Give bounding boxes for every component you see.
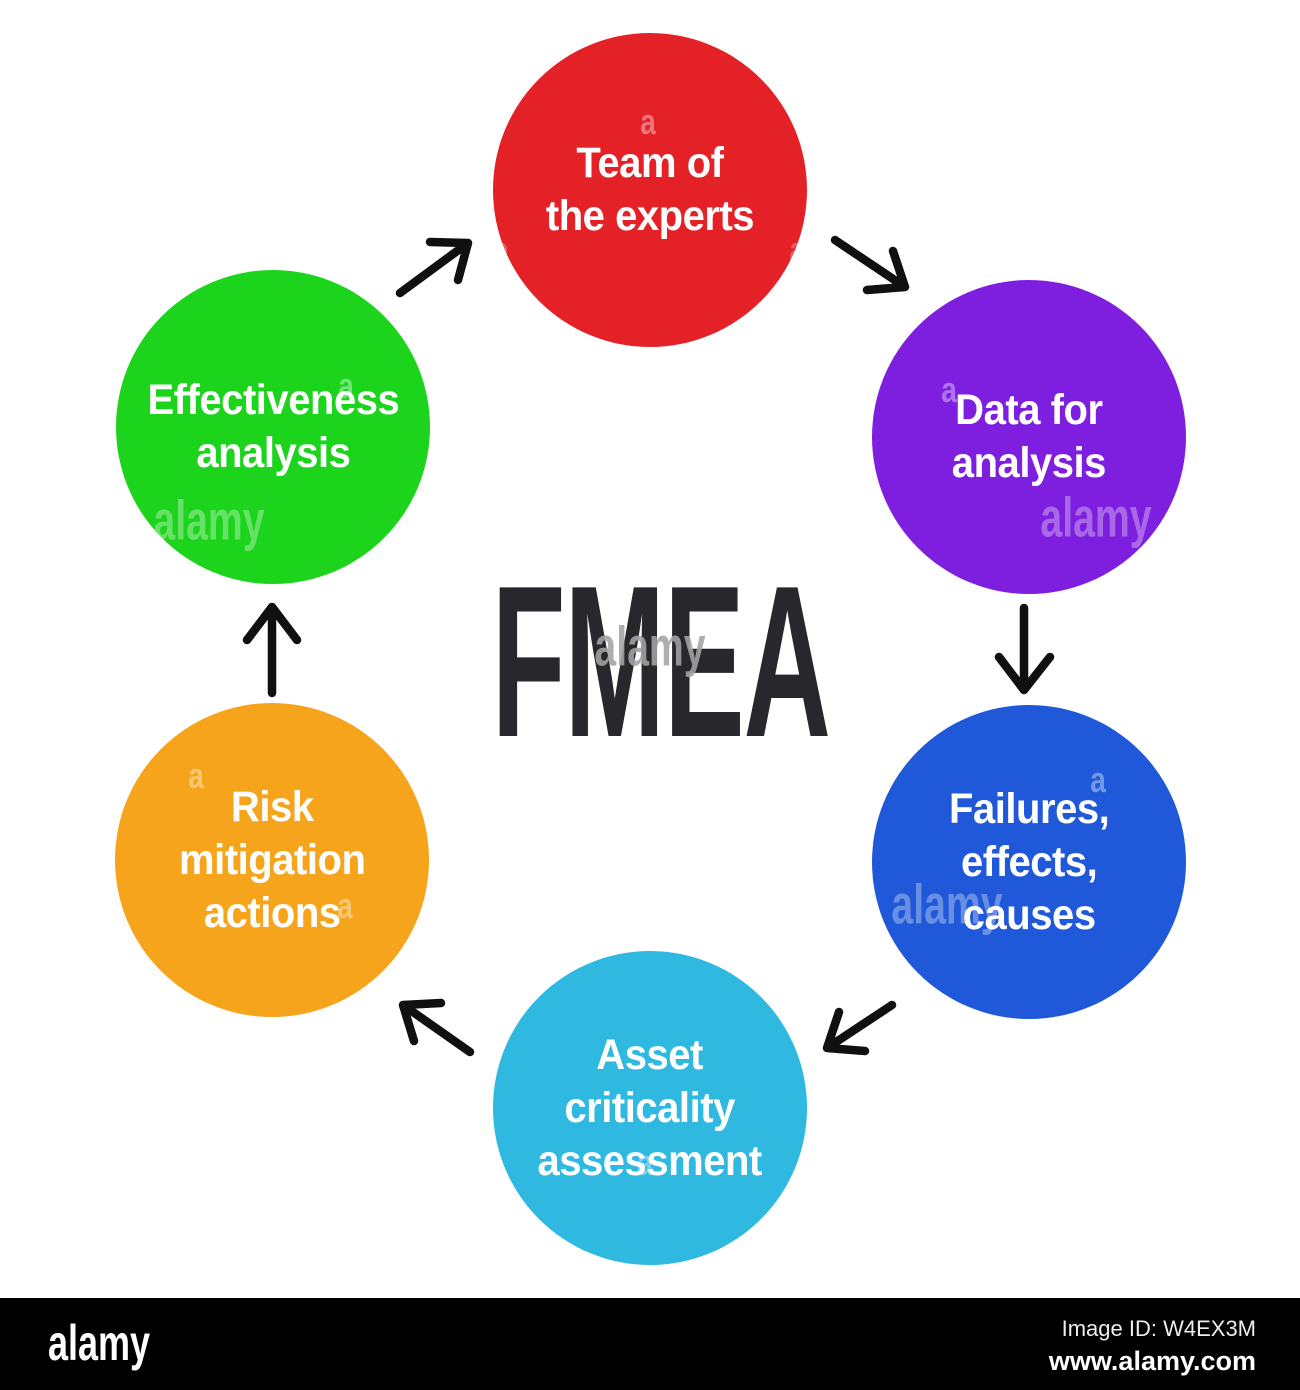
circle-failures-effects-causes: Failures, effects, causes: [872, 705, 1186, 1019]
circle-label-data-for-analysis: Data for analysis: [951, 386, 1107, 487]
circle-risk-mitigation-actions: Risk mitigation actions: [115, 703, 429, 1017]
circle-label-failures-effects-causes: Failures, effects, causes: [948, 784, 1110, 939]
circle-label-asset-criticality-assessment: Asset criticality assessment: [537, 1030, 763, 1185]
circle-data-for-analysis: Data for analysis: [872, 280, 1186, 594]
circle-team-of-experts: Team of the experts: [493, 33, 807, 347]
arrow-red-to-purple: [830, 235, 910, 295]
circle-asset-criticality-assessment: Asset criticality assessment: [493, 951, 807, 1265]
alamy-logo: alamy: [48, 1315, 151, 1371]
page-title: FMEA: [491, 540, 831, 782]
arrow-purple-to-blue: [994, 603, 1055, 695]
arrow-green-to-red: [395, 237, 473, 298]
arrow-blue-to-cyan: [822, 1000, 897, 1056]
alamy-footer-bar: alamy Image ID: W4EX3M www.alamy.com: [0, 1298, 1300, 1390]
alamy-url-text: www.alamy.com: [1048, 1346, 1256, 1376]
circle-label-effectiveness-analysis: Effectiveness analysis: [147, 376, 399, 477]
circle-effectiveness-analysis: Effectiveness analysis: [116, 270, 430, 584]
image-id-text: Image ID: W4EX3M: [1061, 1316, 1256, 1341]
arrow-orange-to-green: [242, 602, 302, 698]
circle-label-team-of-experts: Team of the experts: [545, 139, 755, 240]
circle-label-risk-mitigation-actions: Risk mitigation actions: [178, 782, 366, 937]
arrow-cyan-to-orange: [398, 998, 475, 1057]
